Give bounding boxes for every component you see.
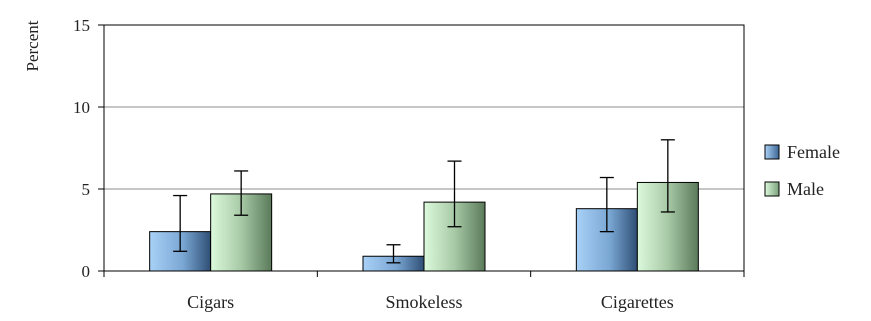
category-label: Smokeless [385,292,462,312]
bars [149,181,699,272]
category-labels: Cigars Smokeless Cigarettes [187,292,674,312]
legend: Female Male [764,142,840,199]
y-axis-ticks: 0 5 10 15 [73,16,104,281]
y-tick-label: 5 [82,180,91,199]
legend-label-female: Female [787,142,840,162]
legend-swatch-female [764,144,780,160]
gridlines [104,106,744,190]
category-label: Cigarettes [601,292,674,312]
y-tick-label: 10 [73,98,90,117]
error-bars [173,139,675,264]
legend-label-male: Male [787,179,824,199]
x-axis-ticks [103,271,745,277]
y-axis-title: Percent [23,20,42,71]
y-tick-label: 15 [73,16,90,35]
legend-swatch-male [764,181,780,197]
category-label: Cigars [187,292,234,312]
y-tick-label: 0 [82,262,91,281]
